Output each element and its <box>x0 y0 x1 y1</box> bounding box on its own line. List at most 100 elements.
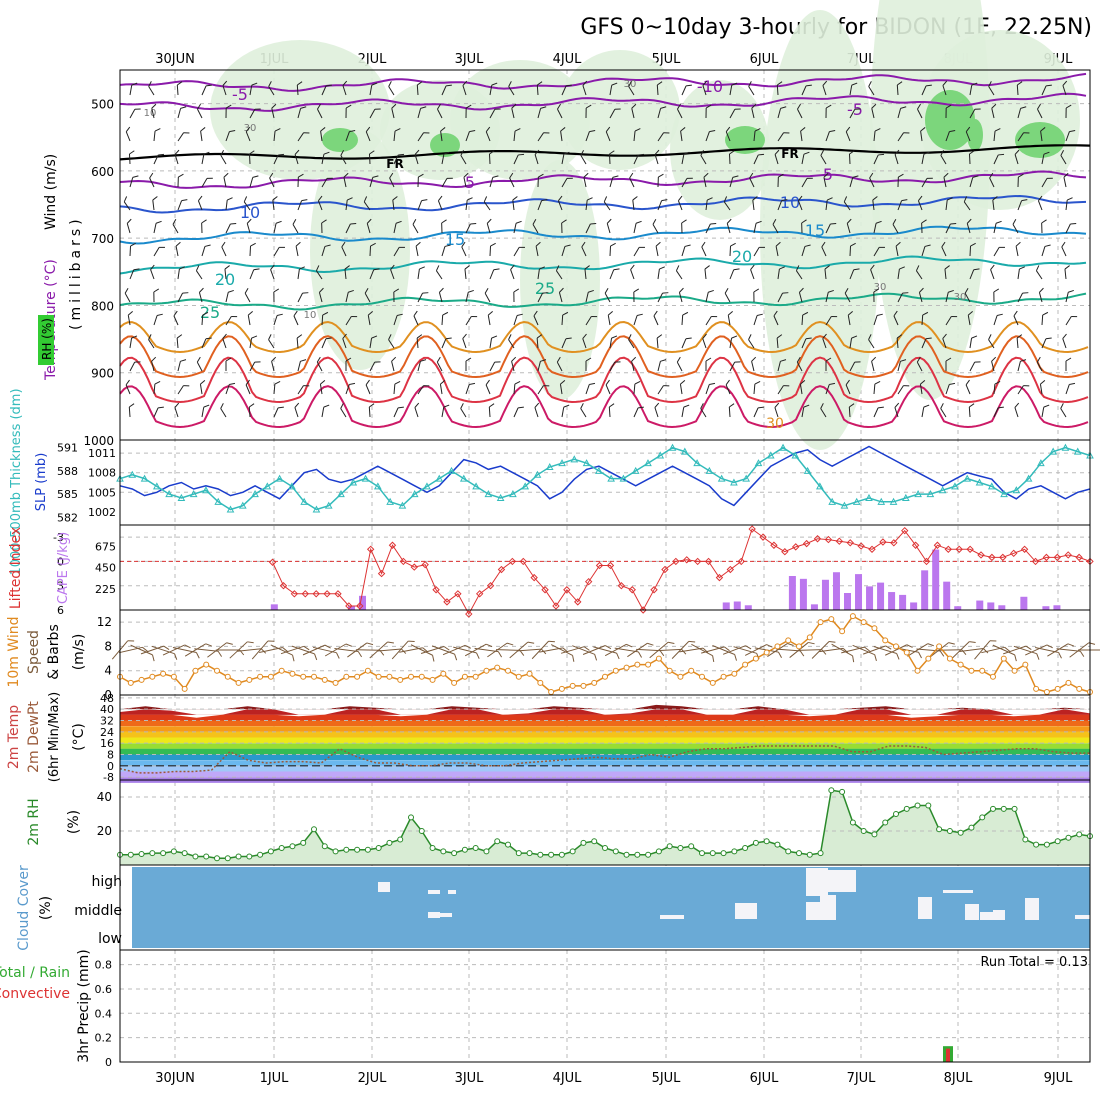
wind-speed-line-marker <box>882 637 889 644</box>
wind-barb <box>537 106 547 119</box>
wind-barb-staff <box>345 200 348 211</box>
rh-line-marker <box>677 845 684 851</box>
wind-barb <box>417 106 427 119</box>
surface-wind-barb <box>722 645 752 655</box>
wind-barb-flag <box>759 246 765 248</box>
thickness-line-marker <box>140 474 149 482</box>
wind-barb <box>129 242 136 257</box>
wind-barb <box>679 379 686 395</box>
wind-barb <box>243 196 251 211</box>
wind-barb-staff <box>489 338 493 349</box>
wind-barb-flag <box>222 333 227 339</box>
wind-barb <box>151 356 157 372</box>
date-label-bottom: 9JUL <box>1044 1071 1074 1086</box>
wind-barb-staff <box>177 292 183 303</box>
wind-barb-staff <box>825 292 829 303</box>
li-marker <box>1053 553 1062 562</box>
wind-barb <box>489 108 501 119</box>
wind-barb-staff <box>463 177 467 188</box>
wind-barb-staff <box>777 292 783 303</box>
thickness-line-marker <box>865 493 873 501</box>
wind-barb-staff <box>485 384 491 395</box>
wind-barb-flag <box>373 268 380 271</box>
wind-barb <box>897 266 905 280</box>
thickness-line-marker <box>828 497 836 505</box>
wind-barb-staff <box>868 86 875 96</box>
wind-barb-flag <box>870 264 875 270</box>
wind-barb-staff <box>319 384 323 395</box>
rh-line-marker <box>408 814 414 821</box>
wind-barb <box>316 356 323 372</box>
surface-wind-barb-flag <box>734 654 737 661</box>
wind-barb-flag <box>344 265 350 270</box>
wind-barb-flag <box>896 334 903 339</box>
wind-barb-flag <box>326 177 333 179</box>
wind-barb-staff <box>968 153 971 165</box>
thickness-line-marker <box>877 497 886 505</box>
wind-barb-flag <box>174 149 180 155</box>
li-marker <box>944 545 953 553</box>
thickness-line-marker <box>288 482 296 490</box>
surface-wind-barb-flag <box>195 652 200 659</box>
wind-barb <box>795 265 803 280</box>
wind-barb-staff <box>321 407 325 418</box>
wind-barb <box>897 359 907 372</box>
wind-barb-staff <box>801 314 804 326</box>
wind-barb-staff <box>628 339 635 349</box>
wind-barb-staff <box>1014 154 1019 165</box>
surface-wind-barb <box>744 644 773 656</box>
wind-barb <box>776 334 783 349</box>
wind-barb-flag <box>254 361 261 363</box>
surface-wind-barb-flag <box>1014 654 1017 662</box>
surface-wind-barb <box>151 645 178 660</box>
cape-bar <box>722 602 730 610</box>
wind-barb <box>555 265 563 280</box>
temp-tick-label: 48 <box>100 692 114 705</box>
wind-barb-flag <box>897 81 903 86</box>
wind-barb-flag <box>948 289 954 293</box>
wind-barb <box>513 153 525 165</box>
surface-wind-barb-flag <box>464 644 472 649</box>
surface-wind-barb-flag <box>969 641 976 643</box>
wind-barb <box>965 379 971 395</box>
wind-barb-flag <box>878 153 885 156</box>
wind-barb-staff <box>801 338 807 349</box>
wind-barb-flag <box>850 242 856 247</box>
wind-barb-staff <box>1065 131 1070 142</box>
wind-barb-flag <box>829 130 836 133</box>
wind-barb-staff <box>176 84 179 96</box>
surface-wind-barb-flag <box>422 647 428 653</box>
wind-barb-staff <box>417 385 424 395</box>
wind-barb <box>126 218 132 234</box>
temperature-contour <box>119 92 1087 112</box>
wind-barb-staff <box>177 200 183 211</box>
wind-barb-flag <box>249 403 255 408</box>
wind-barb-flag <box>998 153 1005 156</box>
wind-barb-flag <box>993 288 1000 293</box>
wind-barb-flag <box>804 244 811 247</box>
wind-barb-staff <box>513 407 519 418</box>
wind-barb-staff <box>488 406 491 418</box>
wind-barb <box>537 173 544 188</box>
wind-barb <box>1062 80 1068 96</box>
date-label-bottom: 1JUL <box>260 1071 290 1086</box>
cape-bar <box>855 574 863 610</box>
freezing-label: FR <box>386 157 403 171</box>
wind-speed-line-marker <box>946 655 953 662</box>
surface-wind-barb-staff <box>712 645 735 655</box>
surface-wind-barb <box>280 645 310 655</box>
surface-wind-barb-staff <box>862 645 886 655</box>
wind-barb-staff <box>1039 384 1043 395</box>
rh-line-marker <box>343 846 350 853</box>
wind-barb-staff <box>681 85 687 96</box>
wind-barb <box>585 197 593 211</box>
wind-barb <box>751 103 757 119</box>
surface-wind-barb-flag <box>659 650 665 657</box>
wind-barb <box>821 241 827 257</box>
surface-wind-barb <box>884 644 913 656</box>
wind-barb-flag <box>796 356 801 363</box>
wind-barb-staff <box>705 292 709 303</box>
wind-barb-flag <box>733 268 740 271</box>
wind-barb-flag <box>205 337 212 340</box>
li-marker <box>617 582 626 590</box>
